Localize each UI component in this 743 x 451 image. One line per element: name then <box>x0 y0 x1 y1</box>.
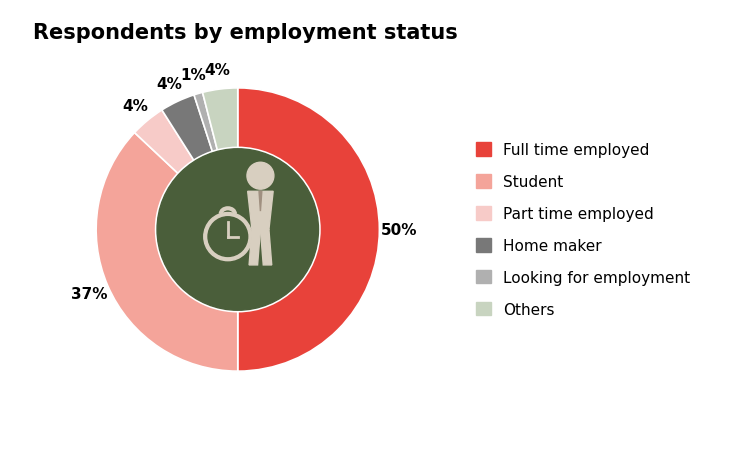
Polygon shape <box>247 192 273 230</box>
Circle shape <box>208 217 247 257</box>
Circle shape <box>204 213 252 261</box>
Text: 4%: 4% <box>122 98 148 113</box>
Wedge shape <box>96 133 238 371</box>
Text: Respondents by employment status: Respondents by employment status <box>33 23 458 42</box>
Circle shape <box>247 163 274 190</box>
Text: 1%: 1% <box>180 68 206 83</box>
Wedge shape <box>162 96 212 161</box>
Polygon shape <box>259 192 262 212</box>
Wedge shape <box>194 93 218 152</box>
Wedge shape <box>238 89 380 371</box>
Text: 4%: 4% <box>156 77 182 92</box>
Wedge shape <box>203 89 238 151</box>
Text: 50%: 50% <box>381 222 418 238</box>
Circle shape <box>157 149 319 311</box>
Polygon shape <box>260 230 272 265</box>
Legend: Full time employed, Student, Part time employed, Home maker, Looking for employm: Full time employed, Student, Part time e… <box>468 135 698 325</box>
Wedge shape <box>134 110 194 174</box>
Text: 4%: 4% <box>204 63 230 78</box>
Text: 37%: 37% <box>71 286 108 301</box>
Polygon shape <box>249 230 260 265</box>
